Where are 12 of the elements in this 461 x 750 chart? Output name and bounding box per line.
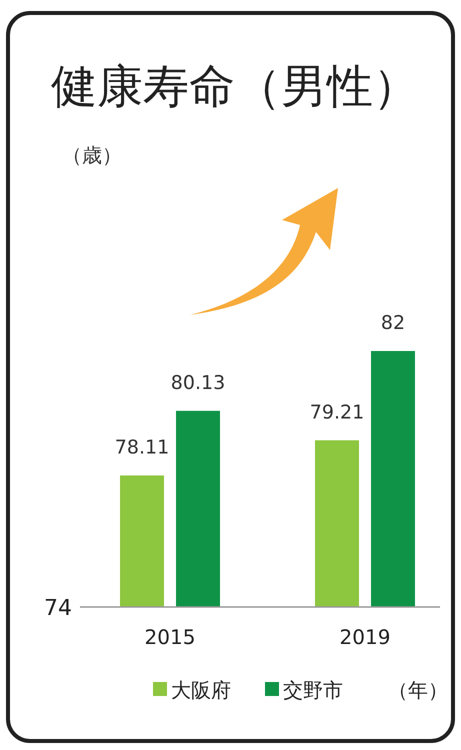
legend-label: 大阪府 (171, 678, 231, 702)
data-label: 78.11 (114, 436, 170, 458)
text: （歳） (62, 143, 122, 167)
data-label: 79.21 (310, 401, 364, 424)
data-label: 82 (380, 312, 406, 334)
chart-title: 健康寿命（男性） (51, 59, 419, 113)
x-tick-label: 2015 (144, 625, 196, 649)
x-tick-label: 2019 (340, 625, 390, 649)
data-label: 80.13 (170, 372, 226, 394)
legend-label: 交野市 (283, 678, 343, 702)
x-axis-title: （年） (388, 678, 448, 702)
text: 74 (44, 596, 72, 621)
